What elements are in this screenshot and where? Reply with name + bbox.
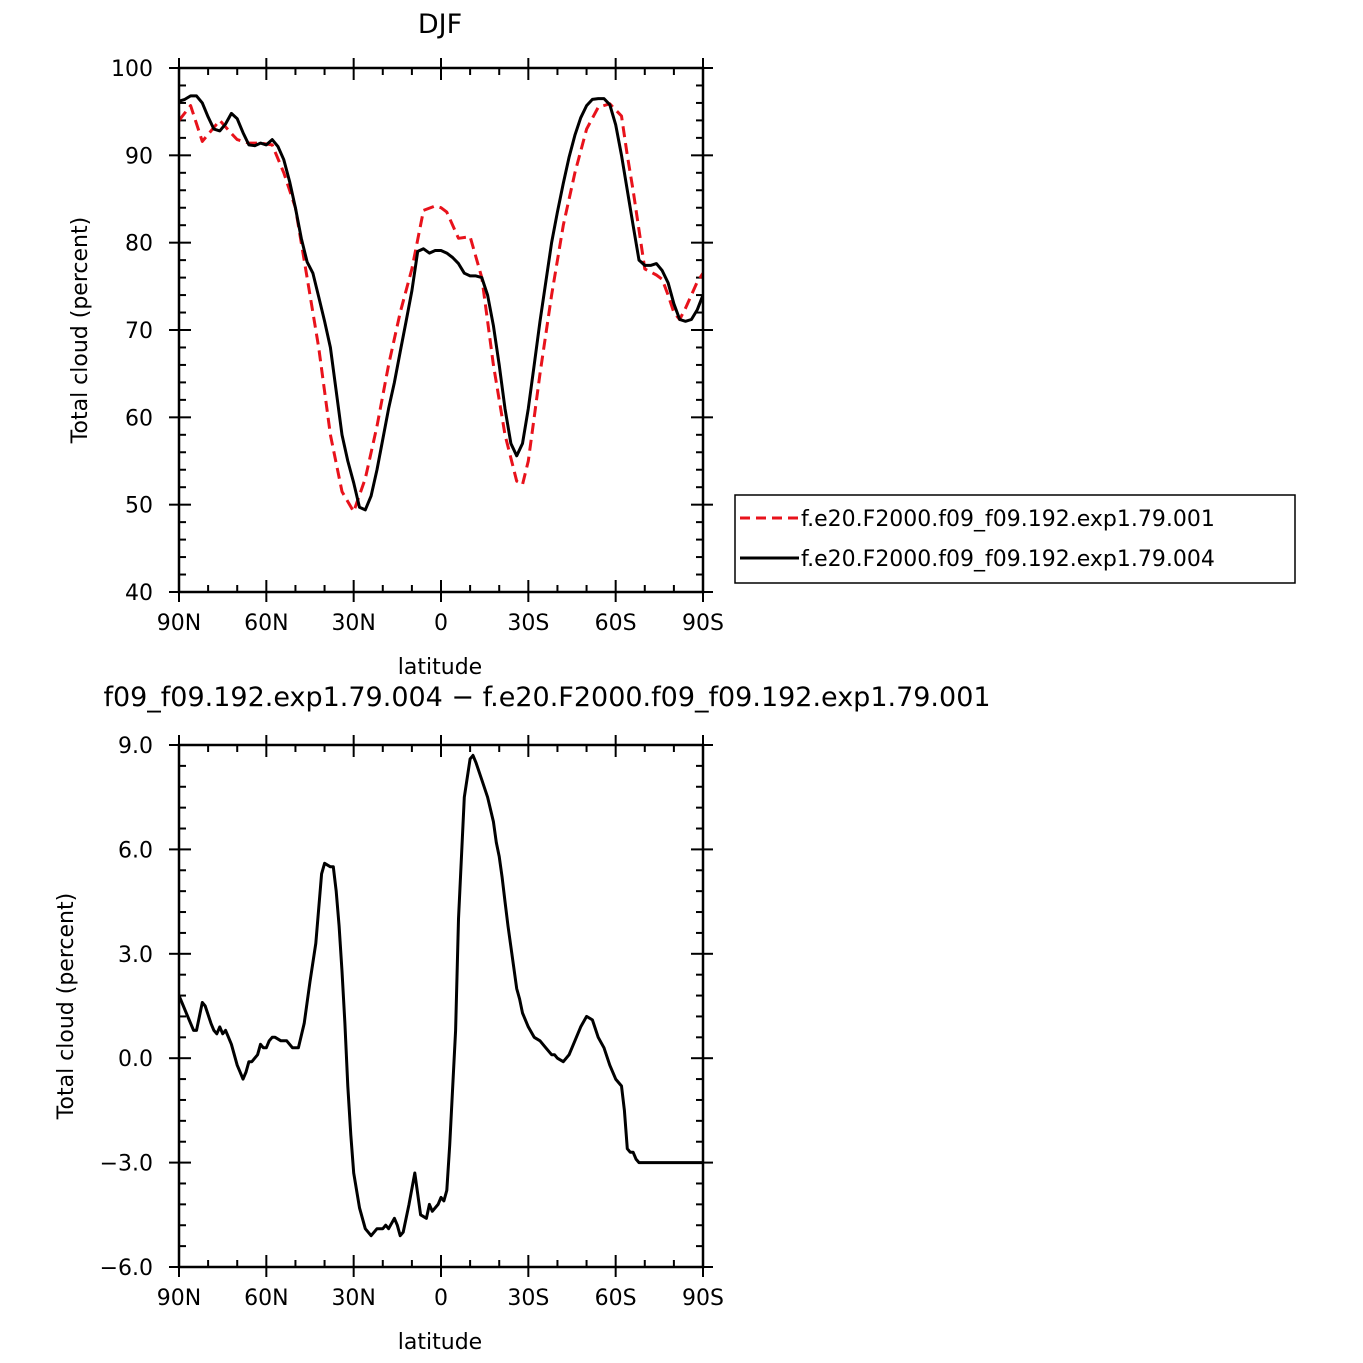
legend: f.e20.F2000.f09_f09.192.exp1.79.001 f.e2… xyxy=(734,494,1296,584)
top-x-tick-label: 60S xyxy=(595,611,637,636)
bottom-y-tick-label: 3.0 xyxy=(118,943,153,968)
bottom-y-tick-label: 9.0 xyxy=(118,734,153,759)
legend-box xyxy=(734,494,1296,584)
top-x-tick-label: 30S xyxy=(507,611,549,636)
top-x-tick-label: 90N xyxy=(157,611,201,636)
top-y-tick-label: 50 xyxy=(125,494,153,519)
top-x-tick-label: 90S xyxy=(682,611,724,636)
legend-label-series-1: f.e20.F2000.f09_f09.192.exp1.79.001 xyxy=(801,507,1215,532)
top-panel-tick-labels: 90N 60N 30N 0 30S 60S 90S 40 50 60 70 80 90 100 xyxy=(111,57,724,636)
top-y-tick-label: 80 xyxy=(125,232,153,257)
bottom-panel-y-axis-label: Total cloud (percent) xyxy=(54,893,79,1120)
bottom-x-tick-label: 30S xyxy=(507,1286,549,1311)
bottom-panel-title: f09_f09.192.exp1.79.004 − f.e20.F2000.f0… xyxy=(103,682,990,713)
top-y-tick-label: 60 xyxy=(125,406,153,431)
top-series-line-2 xyxy=(179,94,703,512)
top-x-tick-label: 30N xyxy=(331,611,375,636)
bottom-x-tick-label: 30N xyxy=(331,1286,375,1311)
bottom-panel-tick-labels: 90N 60N 30N 0 30S 60S 90S −6.0 −3.0 0.0 3.0 6.0 9.0 xyxy=(100,734,724,1311)
bottom-panel-x-axis-label: latitude xyxy=(398,1330,482,1355)
bottom-x-tick-label: 0 xyxy=(434,1286,448,1311)
bottom-y-tick-label: 6.0 xyxy=(118,838,153,863)
top-y-tick-label: 90 xyxy=(125,144,153,169)
top-x-tick-label: 60N xyxy=(244,611,288,636)
bottom-x-tick-label: 90S xyxy=(682,1286,724,1311)
bottom-y-tick-label: −6.0 xyxy=(100,1256,153,1281)
top-panel-ticks xyxy=(169,58,713,602)
bottom-x-tick-label: 60S xyxy=(595,1286,637,1311)
bottom-y-tick-label: 0.0 xyxy=(118,1047,153,1072)
bottom-panel-ticks xyxy=(169,735,713,1277)
bottom-panel: f09_f09.192.exp1.79.004 − f.e20.F2000.f0… xyxy=(54,682,991,1355)
top-x-tick-label: 0 xyxy=(434,611,448,636)
top-y-tick-label: 40 xyxy=(125,581,153,606)
bottom-panel-series xyxy=(179,753,703,1238)
bottom-y-tick-label: −3.0 xyxy=(100,1152,153,1177)
top-panel-series xyxy=(179,94,703,514)
top-panel-y-axis-label: Total cloud (percent) xyxy=(68,217,93,444)
top-panel-frame xyxy=(177,66,705,594)
top-panel: DJF 90N 60N 30N 0 30S 60S 90S 40 50 60 70 80 90 100 l… xyxy=(68,9,724,680)
bottom-x-tick-label: 60N xyxy=(244,1286,288,1311)
top-panel-title: DJF xyxy=(418,9,462,40)
top-y-tick-label: 70 xyxy=(125,319,153,344)
bottom-series-line-1 xyxy=(179,753,703,1238)
legend-label-series-2: f.e20.F2000.f09_f09.192.exp1.79.004 xyxy=(801,547,1215,572)
top-series-line-1 xyxy=(179,102,703,514)
top-y-tick-label: 100 xyxy=(111,57,153,82)
bottom-panel-frame xyxy=(177,743,705,1269)
bottom-x-tick-label: 90N xyxy=(157,1286,201,1311)
top-panel-x-axis-label: latitude xyxy=(398,655,482,680)
